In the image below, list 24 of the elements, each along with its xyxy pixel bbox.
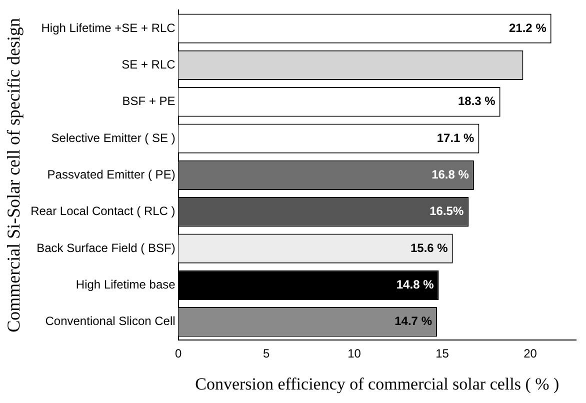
data-label: 14.8 % — [396, 278, 434, 292]
data-label: 15.6 % — [410, 240, 448, 255]
y-tick-label: SE + RLC — [122, 58, 176, 72]
data-label: 16.8 % — [432, 168, 470, 182]
y-tick-label: Conventional Slicon Cell — [45, 314, 176, 328]
y-tick-label: High Lifetime +SE + RLC — [41, 20, 176, 35]
y-tick-label: Rear Local Contact ( RLC ) — [30, 204, 176, 218]
y-axis-title: Commercial Si-Solar cell of specific design — [4, 18, 24, 332]
y-tick-label: Passvated Emitter ( PE) — [47, 168, 176, 182]
x-tick-label: 15 — [436, 346, 450, 361]
x-tick-label: 5 — [262, 346, 270, 361]
x-tick-label: 20 — [524, 346, 538, 361]
x-tick-label: 10 — [348, 346, 362, 361]
x-tick-label: 0 — [174, 346, 182, 361]
y-tick-label: BSF + PE — [122, 94, 176, 108]
data-label: 17.1 % — [436, 130, 475, 145]
data-label: 18.3 % — [458, 94, 496, 108]
data-label: 14.7 % — [394, 314, 432, 328]
data-label: 21.2 % — [509, 20, 547, 35]
y-tick-label: Selective Emitter ( SE ) — [51, 130, 176, 145]
x-axis-title: Conversion efficiency of commercial solar cells ( % ) — [195, 374, 560, 394]
y-tick-label: High Lifetime base — [76, 278, 176, 292]
y-tick-label: Back Surface Field ( BSF) — [36, 240, 176, 255]
data-label: 16.5% — [430, 204, 464, 218]
